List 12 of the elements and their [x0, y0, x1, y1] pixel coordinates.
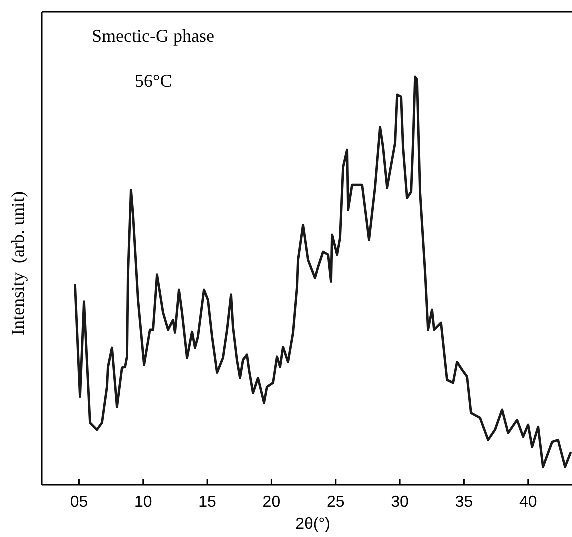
x-tick-label: 10 — [134, 494, 152, 511]
x-tick-label: 20 — [262, 494, 281, 511]
x-tick-label: 25 — [326, 494, 345, 511]
x-tick-label: 35 — [455, 494, 474, 511]
x-tick-label: 15 — [198, 494, 217, 511]
x-tick-label: 05 — [70, 494, 88, 511]
x-tick-label: 30 — [391, 494, 410, 511]
annotation: 56°C — [135, 71, 172, 91]
chart-title: Smectic-G phase — [92, 26, 214, 46]
x-axis-title: 2θ(°) — [296, 516, 330, 533]
x-tick-label: 40 — [519, 494, 538, 511]
y-axis-title: Intensity (arb. unit) — [8, 192, 28, 336]
